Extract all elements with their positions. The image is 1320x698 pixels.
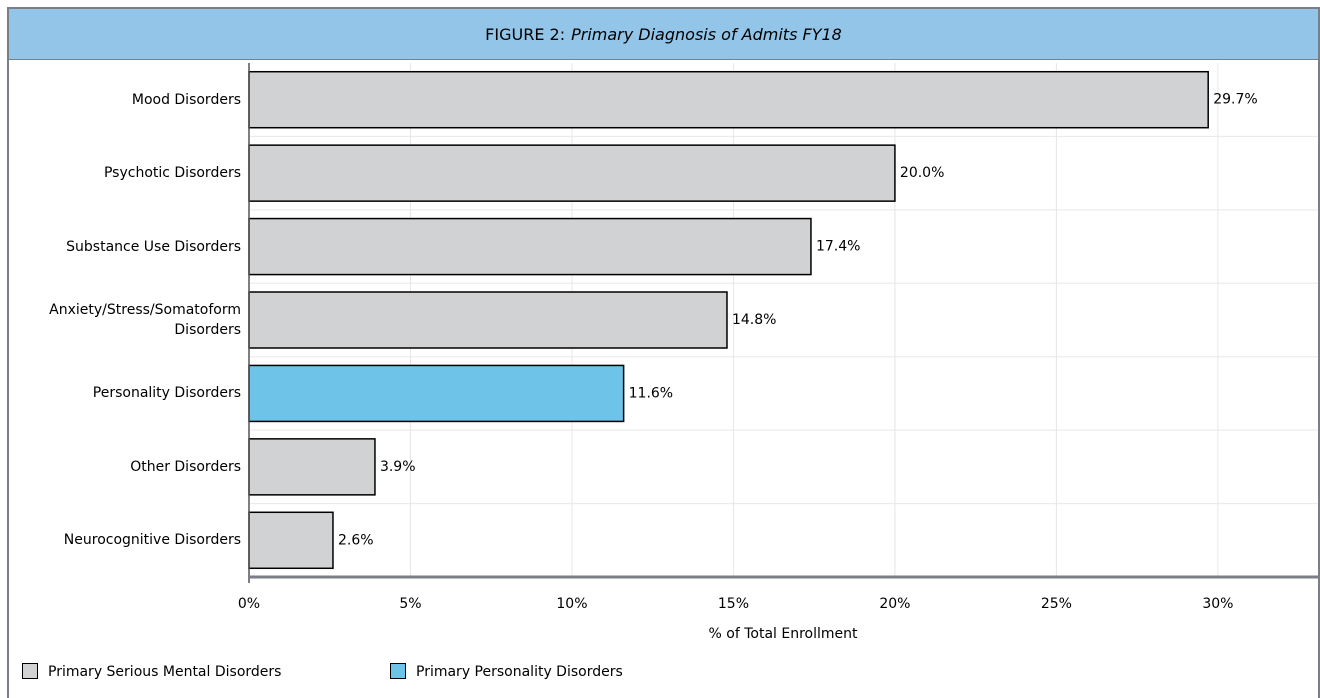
x-tick-label: 25%: [1041, 596, 1072, 612]
bar: [248, 217, 812, 276]
value-label: 14.8%: [732, 312, 776, 328]
y-tick-label: Anxiety/Stress/Somatoform Disorders: [49, 302, 241, 338]
x-axis-label: % of Total Enrollment: [709, 626, 858, 642]
title-bar: FIGURE 2: Primary Diagnosis of Admits FY1…: [9, 9, 1318, 60]
y-tick-label: Mood Disorders: [131, 91, 241, 108]
legend-swatch: [22, 663, 38, 679]
value-label: 29.7%: [1213, 92, 1257, 108]
y-tick-label: Substance Use Disorders: [66, 238, 241, 255]
y-tick-label: Personality Disorders: [92, 385, 241, 402]
legend-label: Primary Personality Disorders: [416, 664, 623, 680]
x-tick-label: 0%: [238, 596, 260, 612]
y-tick-label: Neurocognitive Disorders: [63, 532, 241, 549]
y-tick-label: Other Disorders: [130, 458, 241, 475]
legend-label: Primary Serious Mental Disorders: [48, 664, 282, 680]
value-label: 20.0%: [900, 165, 944, 181]
bar: [248, 364, 625, 423]
x-tick-label: 15%: [718, 596, 749, 612]
bar: [248, 438, 376, 496]
x-tick-label: 5%: [399, 596, 421, 612]
bar: [248, 511, 334, 570]
frame: [7, 7, 1320, 698]
bar: [248, 291, 728, 349]
value-label: 2.6%: [338, 532, 374, 548]
legend-entry: Primary Serious Mental Disorders: [22, 663, 281, 681]
bar: [248, 144, 896, 202]
value-label: 17.4%: [816, 239, 860, 255]
y-tick-label: Psychotic Disorders: [103, 165, 241, 182]
value-label: 3.9%: [380, 459, 416, 475]
x-tick-label: 30%: [1202, 596, 1233, 612]
legend-entry: Primary Personality Disorders: [390, 663, 623, 681]
figure-label: FIGURE 2:: [485, 25, 566, 44]
legend-swatch: [390, 663, 406, 679]
x-tick-label: 10%: [556, 596, 587, 612]
bar: [248, 70, 1209, 129]
value-label: 11.6%: [629, 385, 673, 401]
x-tick-label: 20%: [879, 596, 910, 612]
chart-title: Primary Diagnosis of Admits FY18: [571, 25, 842, 44]
